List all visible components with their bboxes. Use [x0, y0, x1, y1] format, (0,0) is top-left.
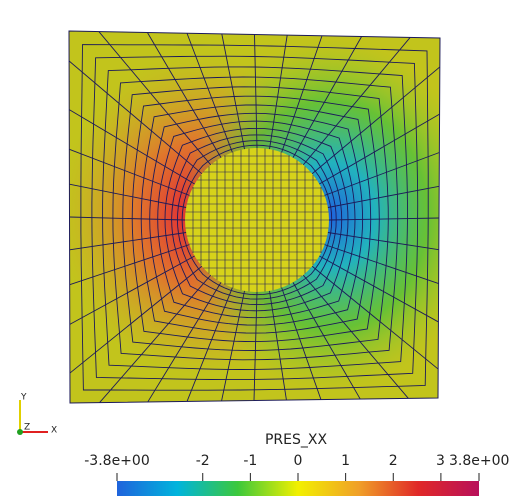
mesh-line: [69, 265, 203, 374]
colorbar: -3.8e+00 -2 -1 0 1 2 3 3.8e+00: [84, 453, 509, 496]
mesh-line: [324, 152, 440, 196]
mesh-line: [281, 287, 322, 400]
mesh-line: [69, 255, 195, 325]
mesh-line: [69, 183, 187, 208]
mesh-line: [302, 274, 409, 399]
mesh-line: [98, 31, 212, 166]
mesh-line: [80, 44, 429, 391]
tick-label: 0: [294, 453, 303, 469]
mesh-line: [327, 232, 439, 251]
mesh-line: [69, 109, 195, 185]
colorbar-ramp: [117, 481, 479, 496]
mesh-line: [147, 282, 222, 403]
mesh-line: [324, 244, 439, 284]
mesh-line: [157, 120, 356, 319]
mesh-line: [147, 32, 222, 158]
axis-label: Y: [20, 393, 27, 403]
mesh-line: [254, 34, 258, 149]
tick-label: -2: [196, 453, 210, 469]
mesh-line: [99, 274, 212, 403]
axis-label: X: [51, 426, 57, 436]
mesh-line: [140, 104, 372, 334]
mesh-line: [149, 112, 364, 326]
axis-label: Z: [24, 423, 30, 433]
mesh-line: [292, 36, 362, 158]
mesh-line: [181, 144, 333, 296]
tick-label: -1: [243, 453, 257, 469]
mesh-line: [69, 232, 187, 251]
mesh-line: [269, 290, 287, 401]
mesh-line: [171, 134, 343, 306]
mesh-line: [311, 66, 440, 175]
mesh-line: [319, 113, 440, 185]
mesh-line: [69, 216, 186, 221]
mesh-line: [327, 185, 440, 208]
mesh-line: [221, 33, 245, 150]
mesh-line: [269, 35, 288, 150]
mesh-line: [102, 66, 408, 370]
tick-label: 1: [341, 453, 350, 469]
mesh-line: [69, 60, 203, 175]
mesh-line: [302, 37, 411, 166]
mesh-line: [253, 291, 258, 401]
mesh-line: [69, 244, 190, 286]
tick-label: -3.8e+00: [84, 453, 149, 469]
mesh-line: [328, 217, 440, 221]
mesh-line: [164, 127, 349, 312]
mesh-outline: [68, 30, 441, 404]
mesh-line: [131, 95, 380, 343]
mesh-line: [91, 55, 419, 381]
mesh: [69, 31, 440, 403]
mesh-line: [69, 148, 190, 196]
mesh-line: [186, 287, 233, 402]
mesh-line: [186, 33, 233, 153]
axes-triad: Y Z X: [17, 393, 57, 436]
tick-label: 3.8e+00: [449, 453, 509, 469]
mesh-line: [292, 282, 361, 400]
tick-label: 2: [389, 453, 398, 469]
mesh-line: [281, 35, 323, 153]
mesh-line: [319, 255, 439, 323]
colorbar-title: PRES_XX: [265, 432, 327, 448]
tick-label: 3: [436, 453, 445, 469]
mesh-line: [311, 265, 439, 370]
mesh-line: [176, 140, 337, 300]
mesh-line: [122, 86, 389, 351]
mesh-line: [112, 76, 399, 361]
mesh-line: [221, 290, 245, 402]
